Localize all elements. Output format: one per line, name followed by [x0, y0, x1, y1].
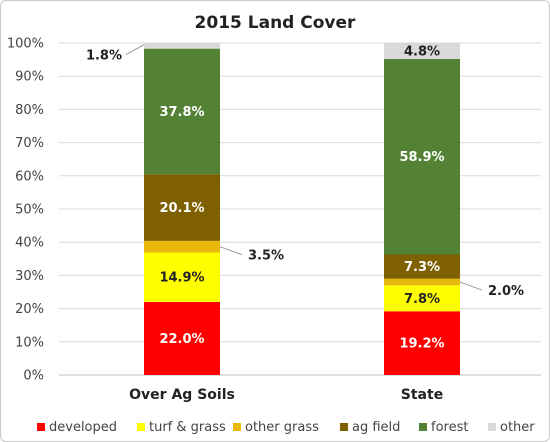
y-tick-label: 60%	[15, 169, 44, 184]
bar-segment	[144, 48, 220, 175]
bar-segment	[144, 240, 220, 253]
y-tick-label: 0%	[23, 369, 44, 384]
bar-segment	[384, 285, 460, 312]
legend-swatch	[340, 423, 348, 431]
legend-swatch	[488, 423, 496, 431]
leader-line	[459, 281, 483, 291]
legend-swatch	[137, 423, 145, 431]
data-label: 14.9%	[159, 271, 204, 286]
data-label: 37.8%	[159, 105, 204, 120]
leader-line	[125, 44, 145, 56]
bar-segment	[384, 278, 460, 286]
data-label: 4.8%	[404, 44, 440, 59]
legend-label: forest	[431, 420, 468, 435]
y-tick-label: 30%	[15, 269, 44, 284]
legend-swatch	[37, 423, 45, 431]
data-label: 22.0%	[159, 332, 204, 347]
bar-segment	[144, 174, 220, 241]
y-tick-label: 10%	[15, 335, 44, 350]
legend-swatch	[419, 423, 427, 431]
y-tick-label: 90%	[15, 70, 44, 85]
chart-title: 2015 Land Cover	[195, 13, 356, 33]
data-label: 19.2%	[399, 337, 444, 352]
bar-segment	[144, 42, 220, 49]
data-label: 7.3%	[404, 260, 440, 275]
legend-label: other grass	[245, 420, 319, 435]
y-tick-label: 50%	[15, 203, 44, 218]
data-label: 7.8%	[404, 292, 440, 307]
legend-label: turf & grass	[149, 420, 226, 435]
category-label: Over Ag Soils	[129, 387, 235, 403]
y-tick-label: 40%	[15, 236, 44, 251]
legend-label: ag field	[352, 420, 400, 435]
bar-segment	[384, 311, 460, 375]
bar-segment	[384, 254, 460, 279]
legend-label: developed	[49, 420, 117, 435]
y-tick-label: 100%	[7, 37, 44, 52]
legend-label: other	[500, 420, 535, 435]
leader-line	[219, 246, 243, 256]
bar-segment	[144, 252, 220, 302]
y-tick-label: 70%	[15, 136, 44, 151]
y-tick-label: 80%	[15, 103, 44, 118]
bar-segment	[144, 301, 220, 375]
y-tick-label: 20%	[15, 302, 44, 317]
category-label: State	[401, 387, 443, 403]
data-label: 58.9%	[399, 150, 444, 165]
data-label: 2.0%	[488, 284, 524, 299]
legend-swatch	[233, 423, 241, 431]
data-label: 3.5%	[248, 249, 284, 264]
bar-segment	[384, 58, 460, 255]
data-label: 1.8%	[86, 49, 122, 64]
data-label: 20.1%	[159, 201, 204, 216]
bar-segment	[384, 43, 460, 59]
